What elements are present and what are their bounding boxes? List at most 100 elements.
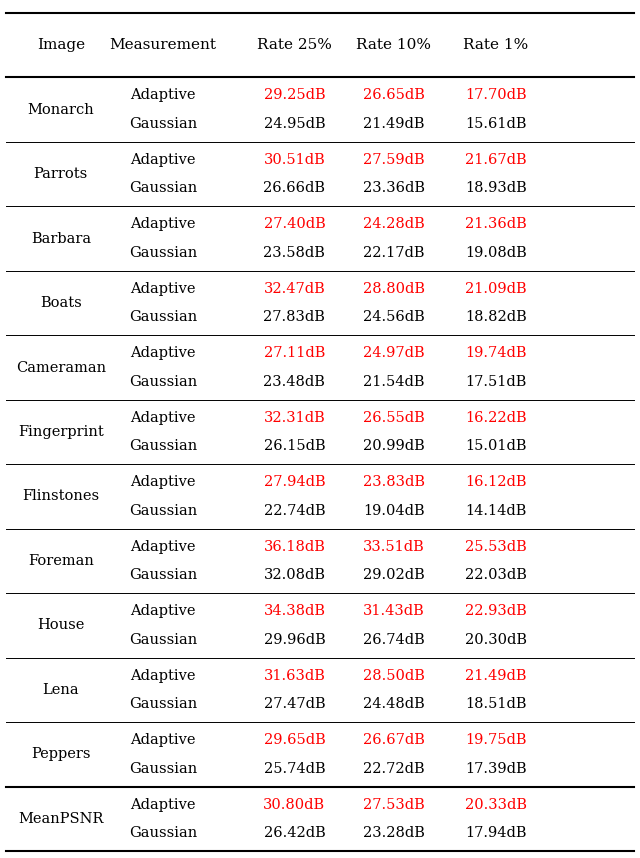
Text: 14.14dB: 14.14dB <box>465 504 527 517</box>
Text: 30.80dB: 30.80dB <box>263 798 326 812</box>
Text: Adaptive: Adaptive <box>131 281 196 296</box>
Text: Gaussian: Gaussian <box>129 117 197 130</box>
Text: Gaussian: Gaussian <box>129 568 197 583</box>
Text: 29.25dB: 29.25dB <box>264 88 325 102</box>
Text: Foreman: Foreman <box>28 554 93 568</box>
Text: Monarch: Monarch <box>28 103 94 117</box>
Text: Adaptive: Adaptive <box>131 604 196 619</box>
Text: 27.94dB: 27.94dB <box>264 475 325 489</box>
Text: Cameraman: Cameraman <box>16 360 106 375</box>
Text: Rate 10%: Rate 10% <box>356 38 431 52</box>
Text: Rate 25%: Rate 25% <box>257 38 332 52</box>
Text: Adaptive: Adaptive <box>131 734 196 747</box>
Text: 29.96dB: 29.96dB <box>264 632 325 647</box>
Text: 28.80dB: 28.80dB <box>363 281 424 296</box>
Text: 24.97dB: 24.97dB <box>363 347 424 360</box>
Text: 23.28dB: 23.28dB <box>363 826 424 840</box>
Text: 21.54dB: 21.54dB <box>363 375 424 389</box>
Text: 22.74dB: 22.74dB <box>264 504 325 517</box>
Text: Gaussian: Gaussian <box>129 245 197 260</box>
Text: 32.31dB: 32.31dB <box>264 411 325 425</box>
Text: Fingerprint: Fingerprint <box>18 425 104 439</box>
Text: 24.48dB: 24.48dB <box>363 697 424 711</box>
Text: Adaptive: Adaptive <box>131 153 196 167</box>
Text: 28.50dB: 28.50dB <box>363 668 424 683</box>
Text: 16.22dB: 16.22dB <box>465 411 527 425</box>
Text: Boats: Boats <box>40 296 82 310</box>
Text: Gaussian: Gaussian <box>129 504 197 517</box>
Text: Barbara: Barbara <box>31 232 91 245</box>
Text: Gaussian: Gaussian <box>129 311 197 324</box>
Text: 21.49dB: 21.49dB <box>465 668 527 683</box>
Text: 20.99dB: 20.99dB <box>363 439 424 453</box>
Text: 21.09dB: 21.09dB <box>465 281 527 296</box>
Text: 27.40dB: 27.40dB <box>264 217 325 232</box>
Text: 29.02dB: 29.02dB <box>363 568 424 583</box>
Text: 32.08dB: 32.08dB <box>264 568 325 583</box>
Text: 20.33dB: 20.33dB <box>465 798 527 812</box>
Text: Adaptive: Adaptive <box>131 798 196 812</box>
Text: Gaussian: Gaussian <box>129 697 197 711</box>
Text: 19.04dB: 19.04dB <box>363 504 424 517</box>
Text: Adaptive: Adaptive <box>131 347 196 360</box>
Text: Gaussian: Gaussian <box>129 375 197 389</box>
Text: Gaussian: Gaussian <box>129 439 197 453</box>
Text: Adaptive: Adaptive <box>131 475 196 489</box>
Text: 21.49dB: 21.49dB <box>363 117 424 130</box>
Text: 24.56dB: 24.56dB <box>363 311 424 324</box>
Text: Adaptive: Adaptive <box>131 411 196 425</box>
Text: 19.75dB: 19.75dB <box>465 734 527 747</box>
Text: 26.66dB: 26.66dB <box>264 181 325 196</box>
Text: 23.48dB: 23.48dB <box>264 375 325 389</box>
Text: 32.47dB: 32.47dB <box>264 281 325 296</box>
Text: 31.63dB: 31.63dB <box>264 668 325 683</box>
Text: 21.36dB: 21.36dB <box>465 217 527 232</box>
Text: 23.83dB: 23.83dB <box>363 475 424 489</box>
Text: 26.74dB: 26.74dB <box>363 632 424 647</box>
Text: 27.11dB: 27.11dB <box>264 347 325 360</box>
Text: 23.58dB: 23.58dB <box>264 245 325 260</box>
Text: 29.65dB: 29.65dB <box>264 734 325 747</box>
Text: 26.65dB: 26.65dB <box>363 88 424 102</box>
Text: 26.55dB: 26.55dB <box>363 411 424 425</box>
Text: 30.51dB: 30.51dB <box>264 153 325 167</box>
Text: Image: Image <box>36 38 85 52</box>
Text: Adaptive: Adaptive <box>131 88 196 102</box>
Text: Lena: Lena <box>42 683 79 697</box>
Text: 26.42dB: 26.42dB <box>264 826 325 840</box>
Text: 18.51dB: 18.51dB <box>465 697 527 711</box>
Text: Adaptive: Adaptive <box>131 217 196 232</box>
Text: Flinstones: Flinstones <box>22 489 99 504</box>
Text: Parrots: Parrots <box>34 167 88 181</box>
Text: 16.12dB: 16.12dB <box>465 475 527 489</box>
Text: 27.53dB: 27.53dB <box>363 798 424 812</box>
Text: 27.83dB: 27.83dB <box>264 311 325 324</box>
Text: 19.74dB: 19.74dB <box>465 347 527 360</box>
Text: 25.74dB: 25.74dB <box>264 762 325 776</box>
Text: Gaussian: Gaussian <box>129 826 197 840</box>
Text: 25.53dB: 25.53dB <box>465 540 527 553</box>
Text: 18.93dB: 18.93dB <box>465 181 527 196</box>
Text: Gaussian: Gaussian <box>129 762 197 776</box>
Text: 22.17dB: 22.17dB <box>363 245 424 260</box>
Text: 15.61dB: 15.61dB <box>465 117 527 130</box>
Text: 21.67dB: 21.67dB <box>465 153 527 167</box>
Text: Gaussian: Gaussian <box>129 181 197 196</box>
Text: MeanPSNR: MeanPSNR <box>18 812 104 826</box>
Text: 24.95dB: 24.95dB <box>264 117 325 130</box>
Text: 17.70dB: 17.70dB <box>465 88 527 102</box>
Text: Rate 1%: Rate 1% <box>463 38 529 52</box>
Text: 26.67dB: 26.67dB <box>363 734 424 747</box>
Text: Gaussian: Gaussian <box>129 632 197 647</box>
Text: 33.51dB: 33.51dB <box>363 540 424 553</box>
Text: 27.59dB: 27.59dB <box>363 153 424 167</box>
Text: 36.18dB: 36.18dB <box>264 540 325 553</box>
Text: 15.01dB: 15.01dB <box>465 439 527 453</box>
Text: 20.30dB: 20.30dB <box>465 632 527 647</box>
Text: 17.39dB: 17.39dB <box>465 762 527 776</box>
Text: House: House <box>37 619 84 632</box>
Text: 22.03dB: 22.03dB <box>465 568 527 583</box>
Text: 18.82dB: 18.82dB <box>465 311 527 324</box>
Text: 27.47dB: 27.47dB <box>264 697 325 711</box>
Text: 22.72dB: 22.72dB <box>363 762 424 776</box>
